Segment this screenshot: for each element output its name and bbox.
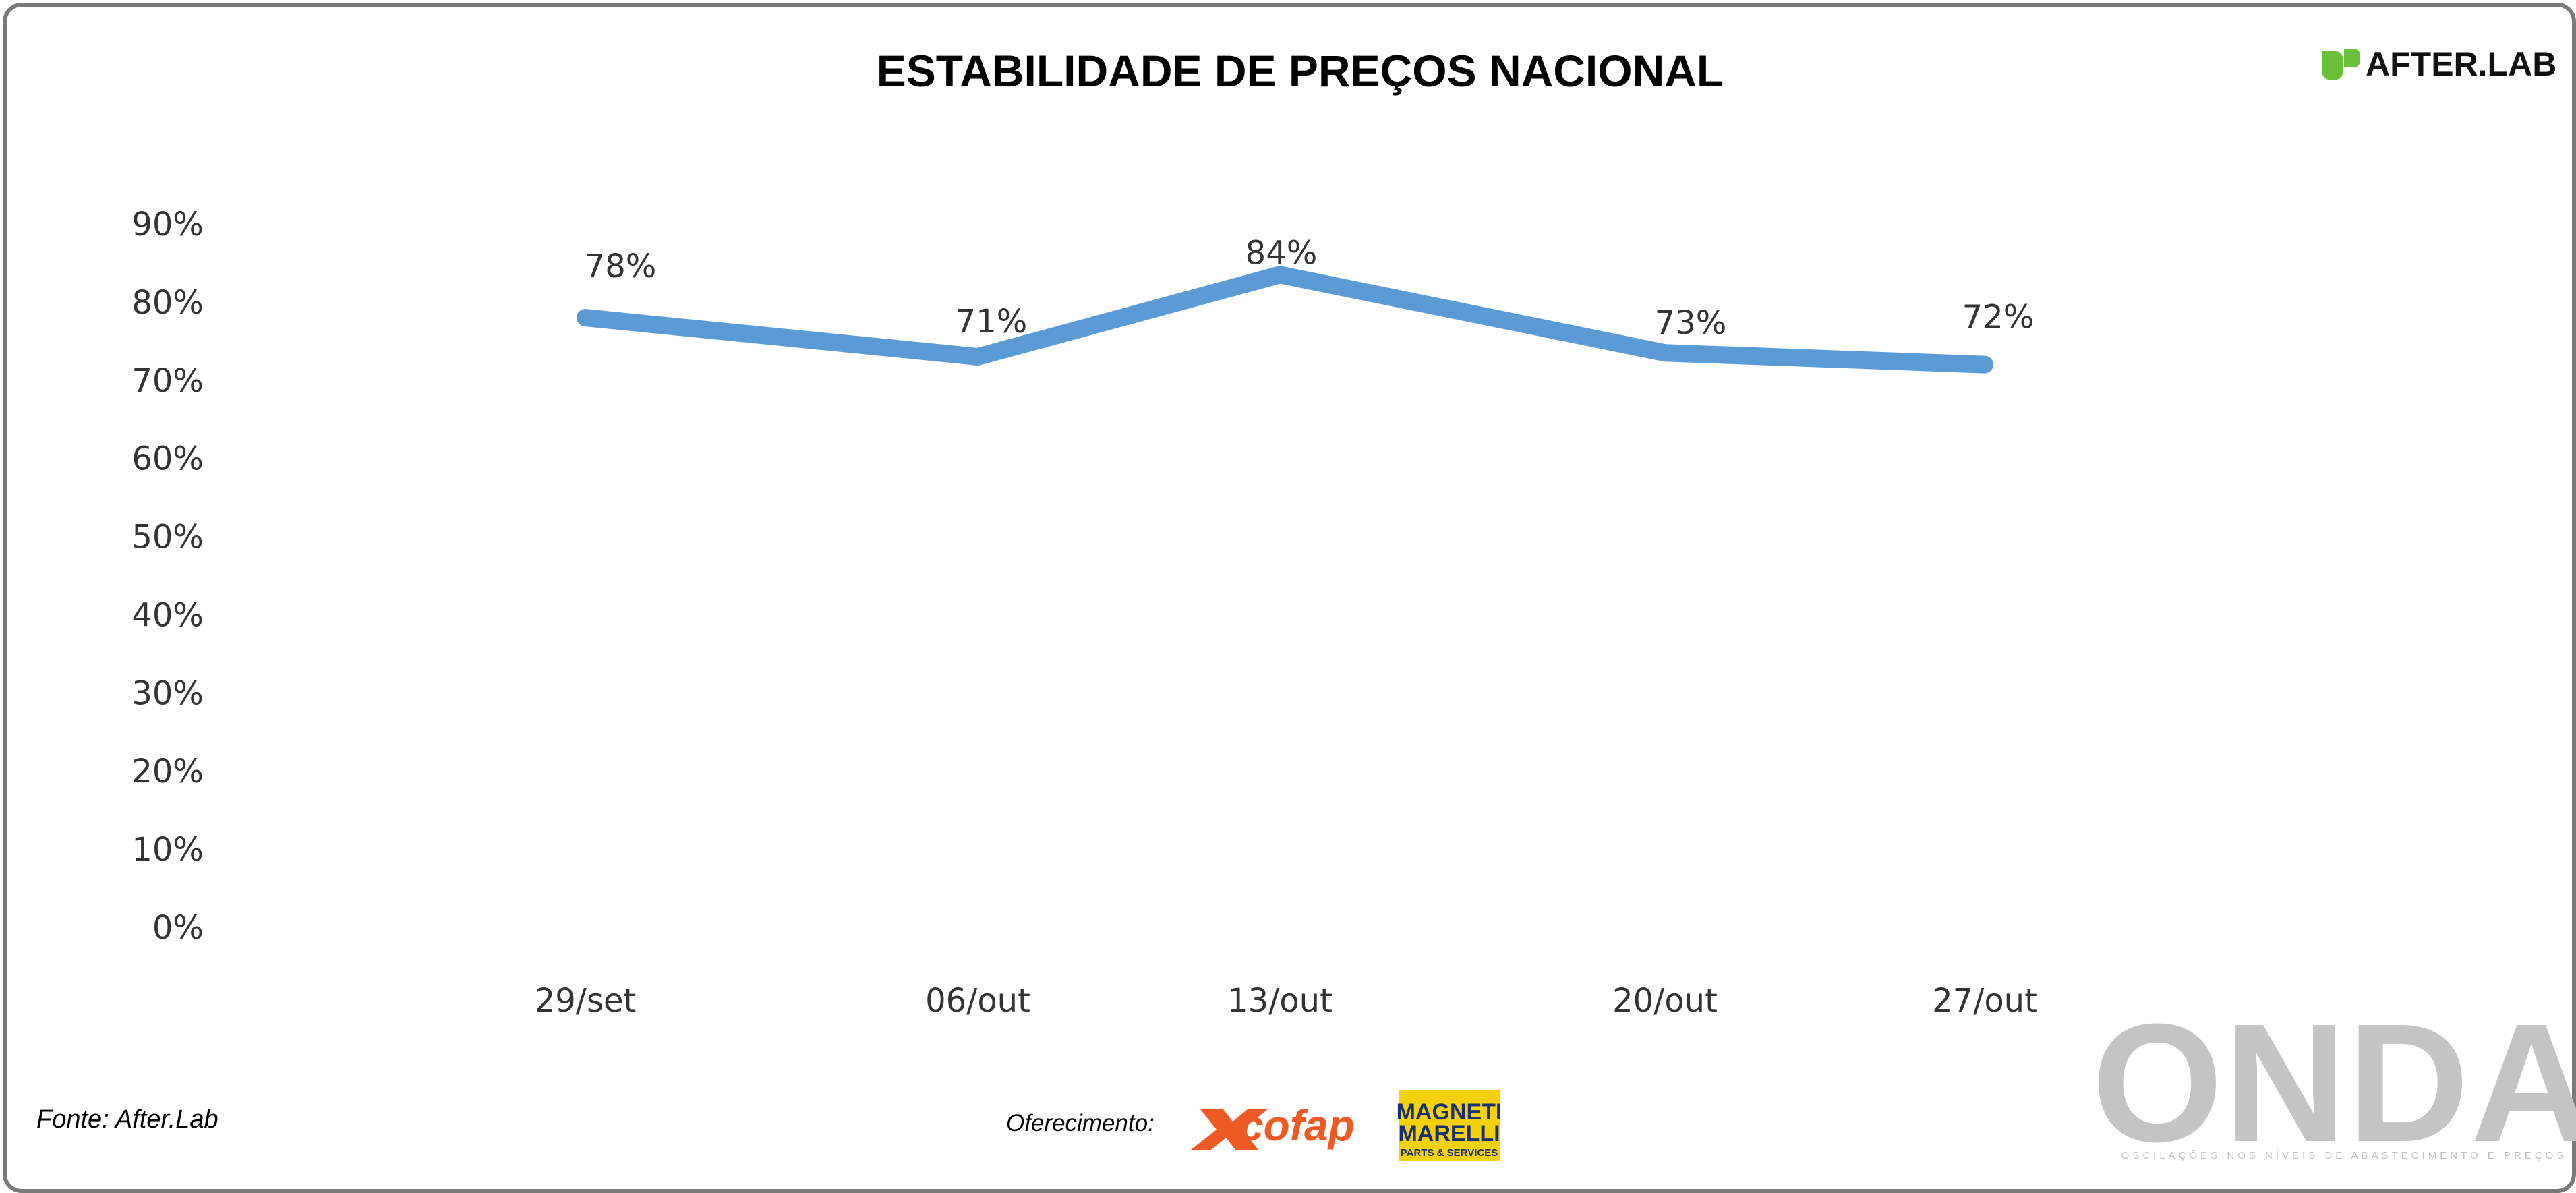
series-line bbox=[577, 266, 1993, 374]
y-tick-label: 40% bbox=[131, 596, 204, 634]
parts-services-text: PARTS & SERVICES bbox=[1401, 1147, 1498, 1159]
magneti-text: MAGNETI bbox=[1397, 1099, 1502, 1125]
y-tick-label: 50% bbox=[131, 519, 204, 556]
afterlab-logo: AFTER.LAB bbox=[2322, 45, 2556, 83]
cofap-logo: cofap bbox=[1191, 1101, 1355, 1150]
x-tick-label: 27/out bbox=[1932, 982, 2037, 1020]
chart-title: ESTABILIDADE DE PREÇOS NACIONAL bbox=[877, 46, 1724, 96]
x-tick-label: 29/set bbox=[535, 982, 637, 1020]
onda-watermark-text: ONDA bbox=[2092, 989, 2576, 1177]
onda-watermark: ONDA OSCILAÇÕES NOS NÍVEIS DE ABASTECIME… bbox=[2092, 989, 2576, 1177]
x-tick-label: 20/out bbox=[1612, 982, 1718, 1020]
y-tick-label: 20% bbox=[131, 753, 204, 790]
data-label: 78% bbox=[585, 248, 657, 285]
afterlab-leaf-icon bbox=[2322, 49, 2360, 80]
data-label: 84% bbox=[1246, 234, 1318, 272]
y-tick-label: 60% bbox=[131, 440, 204, 478]
cofap-logo-text: cofap bbox=[1239, 1101, 1355, 1150]
offer-label: Oferecimento: bbox=[1006, 1110, 1154, 1136]
afterlab-logo-text: AFTER.LAB bbox=[2366, 45, 2556, 83]
x-tick-label: 06/out bbox=[925, 982, 1030, 1020]
magneti-marelli-badge bbox=[1399, 1090, 1500, 1161]
data-label: 73% bbox=[1655, 304, 1727, 342]
y-tick-label: 80% bbox=[131, 284, 204, 322]
y-tick-label: 10% bbox=[131, 831, 204, 869]
chart-frame bbox=[3, 3, 2576, 1193]
y-tick-label: 30% bbox=[131, 674, 204, 712]
x-axis-ticks: 29/set 06/out 13/out 20/out 27/out bbox=[535, 982, 2037, 1020]
x-tick-label: 13/out bbox=[1227, 982, 1333, 1020]
marelli-text: MARELLI bbox=[1398, 1121, 1500, 1146]
source-note: Fonte: After.Lab bbox=[36, 1105, 218, 1134]
data-label: 72% bbox=[1962, 299, 2035, 337]
cofap-x-icon bbox=[1191, 1109, 1268, 1150]
data-label: 71% bbox=[956, 303, 1028, 341]
series-group bbox=[577, 266, 1993, 374]
y-tick-label: 0% bbox=[152, 909, 204, 947]
data-labels: 78% 71% 84% 73% 72% bbox=[585, 234, 2035, 342]
magneti-marelli-logo: MAGNETI MARELLI PARTS & SERVICES bbox=[1397, 1090, 1502, 1161]
y-tick-label: 70% bbox=[131, 362, 204, 400]
onda-tagline: OSCILAÇÕES NOS NÍVEIS DE ABASTECIMENTO E… bbox=[2121, 1150, 2567, 1161]
y-axis-ticks: 0% 10% 20% 30% 40% 50% 60% 70% 80% 90% bbox=[131, 206, 204, 947]
y-tick-label: 90% bbox=[131, 206, 204, 243]
